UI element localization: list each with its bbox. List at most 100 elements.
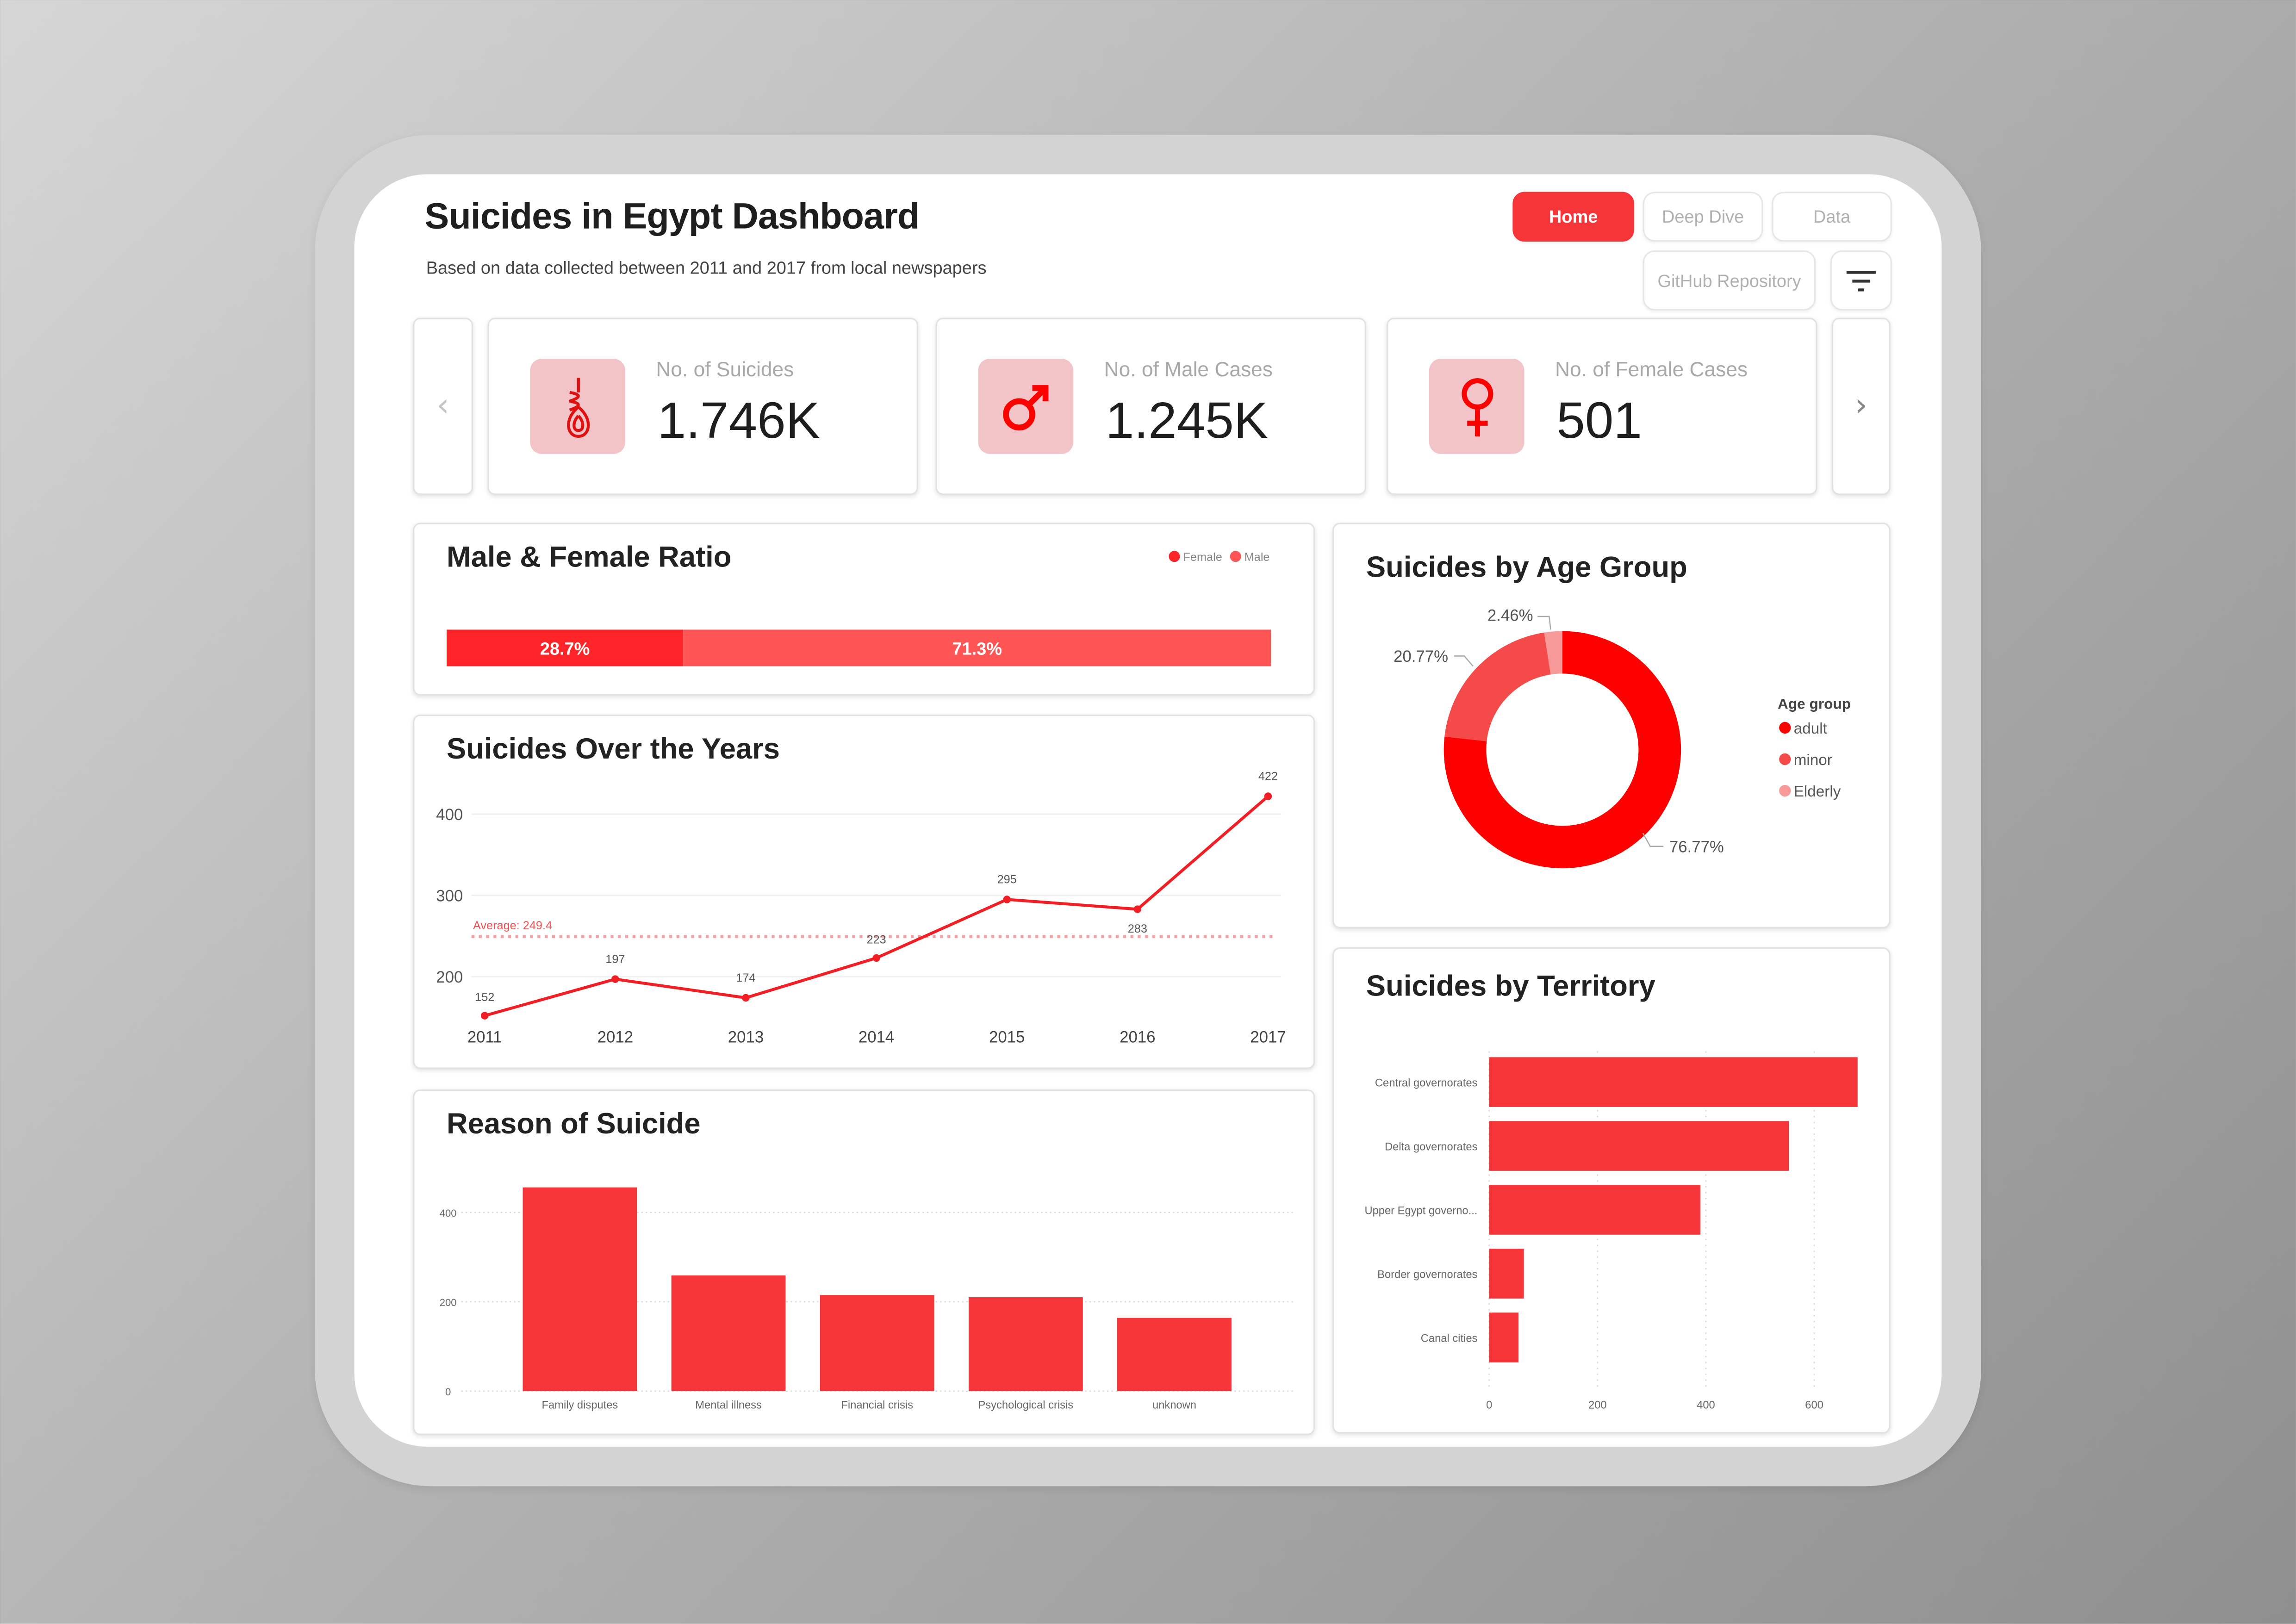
x-tick-label: Mental illness <box>695 1400 762 1412</box>
data-button[interactable]: Data <box>1772 192 1892 242</box>
legend-label: Male <box>1244 551 1270 564</box>
donut-slice-minor <box>1444 632 1551 741</box>
kpi-card-male: No. of Male Cases 1.245K <box>935 317 1366 495</box>
x-tick-label: 400 <box>1697 1400 1715 1412</box>
x-tick-label: 0 <box>1486 1400 1492 1412</box>
data-label: 152 <box>475 991 494 1004</box>
y-tick-label: 0 <box>445 1386 451 1398</box>
legend-dot <box>1779 753 1791 765</box>
ratio-card: Male & Female Ratio <box>413 523 1315 696</box>
data-point <box>611 975 619 983</box>
x-tick-label: 2013 <box>728 1028 764 1046</box>
legend-dot <box>1779 784 1791 797</box>
age-title: Suicides by Age Group <box>1366 552 1687 585</box>
x-tick-label: 2015 <box>989 1028 1025 1046</box>
y-tick-label: 200 <box>440 1297 457 1308</box>
kpi-card-female: No. of Female Cases 501 <box>1387 317 1817 495</box>
y-tick-label: Border governorates <box>1377 1269 1477 1281</box>
ratio-segment-female <box>446 629 684 666</box>
y-tick-label: Canal cities <box>1421 1332 1478 1344</box>
legend-label: Female <box>1183 551 1222 564</box>
bar-financial-crisis <box>820 1295 934 1391</box>
kpi-card-suicides: No. of Suicides 1.746K <box>487 317 918 495</box>
ratio-title: Male & Female Ratio <box>446 541 732 574</box>
bar-territory <box>1489 1121 1789 1171</box>
bar-psychological-crisis <box>968 1297 1083 1391</box>
y-tick-label: 300 <box>436 887 463 905</box>
data-label: 223 <box>866 933 886 946</box>
reason-title: Reason of Suicide <box>446 1108 701 1141</box>
data-label: 283 <box>1128 922 1147 935</box>
kpi-value: 1.746K <box>657 392 820 450</box>
years-card: Suicides Over the Years <box>413 714 1315 1069</box>
noose-icon <box>530 359 625 454</box>
github-repository-button[interactable]: GitHub Repository <box>1643 250 1816 311</box>
x-tick-label: 600 <box>1805 1400 1823 1412</box>
donut-data-label: 76.77% <box>1669 838 1724 856</box>
male-symbol-icon <box>978 359 1074 454</box>
page-subtitle: Based on data collected between 2011 and… <box>426 257 987 279</box>
kpi-label: No. of Suicides <box>656 357 794 381</box>
legend-title: Age group <box>1778 695 1851 712</box>
data-point <box>1133 905 1142 913</box>
x-tick-label: 2017 <box>1250 1028 1286 1046</box>
y-tick-label: Upper Egypt governo... <box>1364 1205 1477 1217</box>
y-tick-label: Central governorates <box>1375 1077 1478 1089</box>
y-tick-label: 200 <box>436 968 463 986</box>
ratio-label: 71.3% <box>952 639 1002 659</box>
bar-family-disputes <box>523 1187 637 1391</box>
y-tick-label: Delta governorates <box>1385 1141 1477 1153</box>
x-tick-label: 2014 <box>859 1028 894 1046</box>
female-symbol-icon <box>1429 359 1524 454</box>
x-tick-label: 2012 <box>597 1028 633 1046</box>
x-tick-label: Financial crisis <box>841 1400 913 1412</box>
leader-line <box>1642 833 1664 847</box>
x-tick-label: 2016 <box>1120 1028 1155 1046</box>
deep-dive-button[interactable]: Deep Dive <box>1643 192 1763 242</box>
years-title: Suicides Over the Years <box>446 734 780 766</box>
average-label: Average: 249.4 <box>473 919 552 932</box>
kpi-value: 1.245K <box>1105 392 1268 450</box>
bar-unknown <box>1117 1318 1232 1391</box>
data-label: 295 <box>997 873 1017 886</box>
donut-data-label: 2.46% <box>1487 606 1533 624</box>
data-point <box>1003 896 1011 903</box>
legend-label: adult <box>1794 720 1827 737</box>
home-button[interactable]: Home <box>1512 192 1634 242</box>
data-point <box>481 1012 489 1020</box>
filter-icon <box>1846 270 1876 291</box>
kpi-prev-button[interactable]: ‹ <box>413 317 473 495</box>
bar-territory <box>1489 1057 1858 1107</box>
x-tick-label: 2011 <box>467 1028 502 1046</box>
chevron-left-icon: ‹ <box>436 388 450 425</box>
kpi-value: 501 <box>1556 392 1643 450</box>
donut-slice-adult <box>1444 631 1681 869</box>
legend-dot <box>1779 722 1791 734</box>
legend-label: minor <box>1794 752 1832 769</box>
kpi-label: No. of Female Cases <box>1555 357 1748 381</box>
kpi-next-button[interactable]: › <box>1832 317 1891 495</box>
leader-line <box>1454 655 1474 667</box>
x-tick-label: Family disputes <box>542 1400 618 1412</box>
data-label: 422 <box>1258 770 1278 783</box>
x-tick-label: unknown <box>1152 1400 1196 1412</box>
bar-territory <box>1489 1313 1518 1363</box>
series-line <box>484 795 1269 1017</box>
kpi-label: No. of Male Cases <box>1104 357 1273 381</box>
bar-territory <box>1489 1249 1524 1299</box>
chevron-right-icon: › <box>1854 388 1868 425</box>
filter-button[interactable] <box>1830 250 1892 311</box>
donut-slice-elderly <box>1544 631 1562 675</box>
y-tick-label: 400 <box>436 806 463 824</box>
bar-mental-illness <box>671 1275 786 1391</box>
x-tick-label: Psychological crisis <box>978 1400 1073 1412</box>
legend-label: Elderly <box>1794 783 1841 800</box>
data-point <box>1264 792 1272 800</box>
data-point <box>742 994 750 1002</box>
territory-title: Suicides by Territory <box>1366 971 1655 1003</box>
legend-dot <box>1230 551 1241 562</box>
x-tick-label: 200 <box>1588 1400 1607 1412</box>
data-point <box>872 954 880 962</box>
